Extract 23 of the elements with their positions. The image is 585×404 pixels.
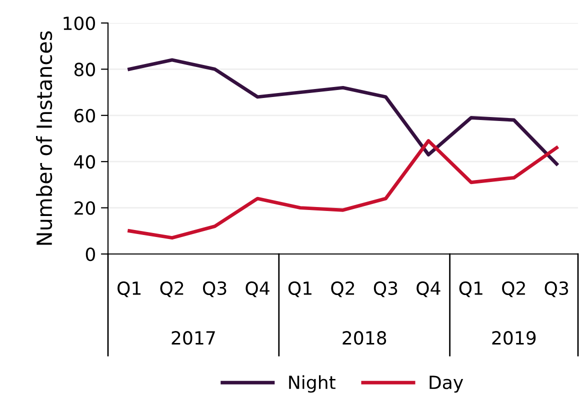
x-tick-label: Q3: [202, 281, 226, 298]
y-tick-label: 20: [74, 201, 95, 215]
text: 2019: [492, 331, 536, 345]
x-tick-label: Q1: [118, 281, 141, 298]
text: 2018: [342, 331, 386, 345]
x-tick-label: Q2: [502, 281, 525, 298]
y-tick-label: 60: [74, 108, 95, 123]
x-tick-label: Q2: [331, 281, 354, 298]
y-tick-label: 0: [86, 247, 95, 262]
x-tick-label: Q3: [374, 281, 398, 298]
x-tick-label: Q4: [246, 281, 270, 298]
legend-label: Day: [430, 376, 464, 393]
x-tick-label: Q4: [416, 281, 440, 298]
legend-label: Night: [289, 375, 336, 393]
x-tick-label: Q2: [160, 281, 184, 298]
x-tick-label: Q3: [544, 281, 568, 298]
x-tick-label: Q1: [459, 281, 482, 298]
y-axis-title: Number of Instances: [36, 31, 52, 245]
y-tick-label: 40: [74, 155, 95, 169]
y-tick-label: 100: [64, 16, 95, 30]
y-tick-label: 80: [74, 62, 95, 76]
text: 2017: [172, 331, 215, 345]
x-tick-label: Q1: [288, 281, 312, 298]
